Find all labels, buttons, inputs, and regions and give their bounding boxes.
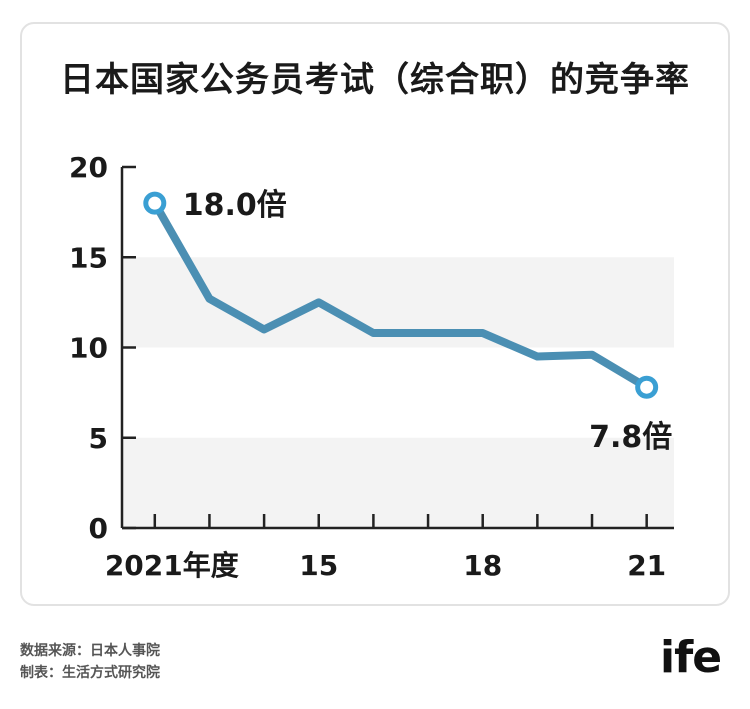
axes [120,165,674,530]
x-tick-label: 18 [463,549,502,582]
series-line [150,199,651,392]
background-bands [122,257,674,528]
data-label: 7.8倍 [589,420,672,455]
x-tick-label: 2021年度 [105,549,239,582]
point-marker [143,191,167,215]
y-tick-label: 10 [69,332,108,365]
x-tick-labels: 2021年度 15 18 21 [105,549,666,582]
x-tick-label: 21 [627,549,666,582]
x-tick-label: 15 [299,549,338,582]
brand-logo: ife [660,632,722,683]
y-tick-label: 0 [89,512,108,545]
point-marker [635,375,659,399]
y-tick-label: 5 [89,422,108,455]
y-tick-label: 15 [69,241,108,274]
data-label: 18.0倍 [183,188,287,223]
markers [143,191,659,399]
y-tick-labels: 0 5 10 15 20 [69,151,108,545]
annotations: 18.0倍 7.8倍 [183,188,672,455]
y-tick-label: 20 [69,151,108,184]
chart-title: 日本国家公务员考试（综合职）的竞争率 [60,60,690,100]
maker-note: 制表：生活方式研究院 [20,665,160,681]
source-note: 数据来源：日本人事院 [20,643,160,659]
band-0 [122,437,674,528]
